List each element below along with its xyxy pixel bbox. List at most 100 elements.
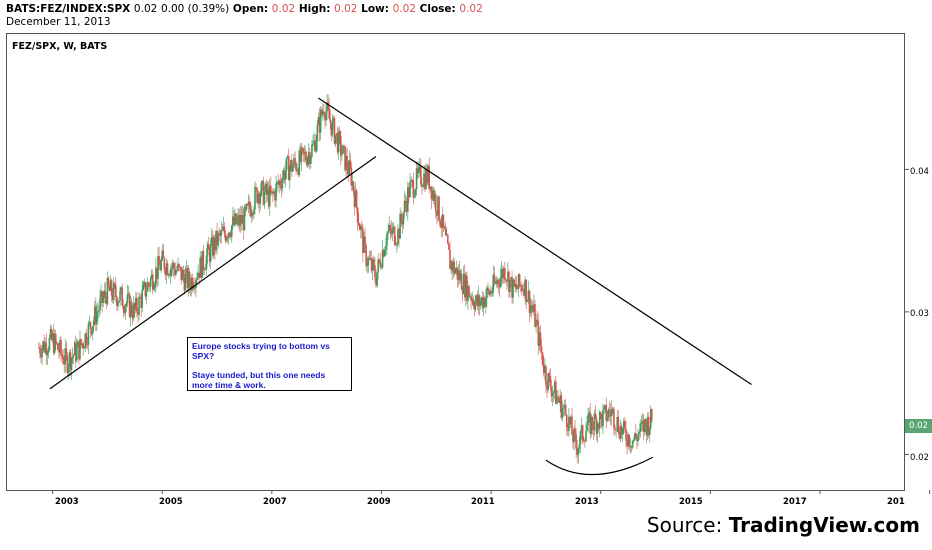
candle-body	[145, 291, 148, 297]
candle-body	[431, 190, 434, 200]
candle-body	[374, 265, 376, 278]
candle-body	[588, 412, 590, 415]
candle-body	[43, 341, 45, 352]
candle-body	[619, 425, 622, 439]
candle-body	[400, 213, 403, 222]
candle-body	[95, 306, 97, 325]
candle-body	[635, 433, 637, 438]
candle-body	[478, 295, 481, 307]
candle-body	[252, 213, 254, 215]
candle-body	[392, 226, 395, 229]
candle-body	[104, 290, 107, 297]
candle-body	[381, 250, 384, 268]
candle-body	[103, 290, 106, 298]
candle-body	[593, 413, 596, 431]
candle-body	[336, 133, 339, 153]
candle-body	[426, 169, 428, 183]
candle-body	[449, 249, 451, 270]
candle-body	[338, 131, 341, 136]
candle-body	[76, 346, 78, 361]
candle-body	[213, 237, 215, 256]
candle-body	[188, 271, 191, 286]
candle-body	[645, 424, 648, 436]
candle-body	[52, 333, 55, 353]
candle-body	[606, 417, 609, 421]
candle-body	[315, 141, 318, 152]
candle-body	[126, 294, 129, 304]
candle-body	[562, 407, 565, 409]
candle-body	[68, 352, 71, 367]
candle-body	[428, 165, 430, 189]
x-tick-label: 2005	[159, 497, 183, 507]
candle-body	[430, 186, 433, 200]
candle-body	[347, 169, 349, 175]
candle-body	[340, 135, 342, 156]
candle-body	[119, 290, 121, 301]
chart-panel[interactable]	[6, 33, 905, 491]
chart-date: December 11, 2013	[6, 16, 111, 28]
candle-body	[602, 409, 604, 427]
candle-body	[310, 156, 312, 164]
candle-body	[152, 287, 155, 290]
candle-body	[441, 214, 444, 228]
candle-body	[217, 232, 219, 246]
candle-body	[599, 412, 602, 415]
candle-body	[596, 423, 599, 434]
candle-body	[432, 190, 435, 201]
candle-body	[411, 180, 413, 181]
candle-body	[525, 279, 528, 302]
candle-body	[640, 423, 643, 425]
candle-body	[184, 273, 187, 291]
candle-body	[642, 421, 645, 432]
candle-body	[555, 381, 557, 404]
candle-body	[627, 434, 629, 447]
candle-body	[92, 320, 95, 327]
candle-body	[536, 319, 538, 321]
annotation-line-1: Europe stocks trying to bottom vs SPX?	[192, 341, 330, 361]
candle-body	[638, 432, 640, 435]
close-value: 0.02	[459, 3, 483, 15]
candle-body	[490, 291, 492, 294]
candle-body	[587, 414, 589, 426]
candle-body	[261, 180, 264, 183]
candle-body	[469, 296, 471, 298]
candle-body	[219, 233, 222, 236]
candle-body	[482, 297, 485, 309]
candle-body	[73, 342, 76, 355]
candle-body	[597, 423, 600, 429]
candle-body	[287, 156, 290, 181]
candle-body	[390, 229, 393, 235]
candle-body	[158, 255, 160, 266]
candle-body	[508, 271, 510, 293]
candle-body	[459, 273, 462, 281]
candle-body	[259, 195, 262, 205]
candle-body	[629, 446, 632, 447]
candle-body	[135, 297, 137, 310]
x-tick-label: 2003	[55, 497, 79, 507]
candle-body	[533, 304, 535, 312]
low-value: 0.02	[392, 3, 416, 15]
candle-body	[141, 290, 143, 308]
candle-body	[303, 152, 306, 154]
candle-body	[267, 188, 270, 207]
candle-body	[537, 320, 540, 346]
candle-body	[270, 185, 272, 193]
candle-body	[239, 214, 242, 226]
source-brand: TradingView.com	[728, 513, 920, 537]
candle-body	[282, 170, 285, 179]
candle-body	[416, 168, 419, 173]
candle-body	[130, 301, 133, 315]
candle-body	[594, 413, 597, 419]
candle-body	[582, 440, 585, 442]
candle-body	[66, 355, 69, 373]
candle-body	[171, 263, 174, 268]
candle-body	[107, 277, 110, 287]
candle-body	[77, 341, 79, 347]
candle-body	[574, 428, 576, 435]
candle-body	[335, 133, 338, 136]
candle-body	[39, 347, 41, 354]
candle-body	[42, 341, 44, 349]
candle-body	[607, 409, 610, 418]
candle-body	[144, 282, 147, 297]
